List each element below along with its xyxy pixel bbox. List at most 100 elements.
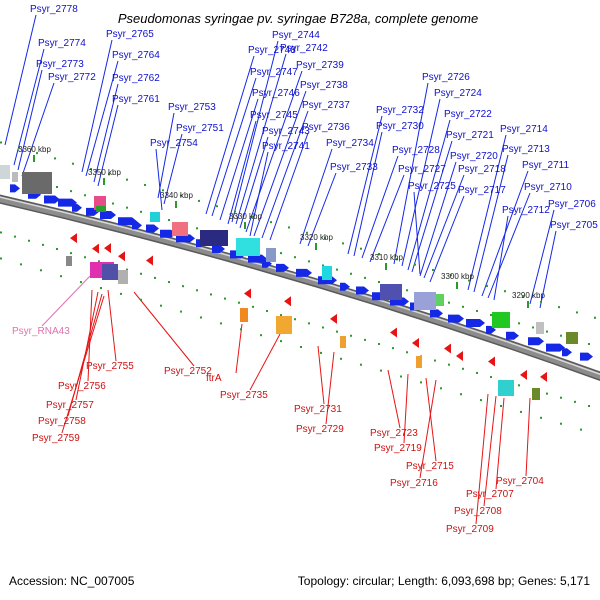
leader-line-reverse	[483, 395, 497, 507]
tick-dot-outer	[558, 306, 560, 309]
tick-dot-lower	[210, 293, 212, 296]
tick-dot-upper	[196, 227, 198, 230]
tick-dot-lower	[168, 281, 170, 284]
gene-label-reverse: Psyr_2729	[296, 424, 344, 435]
tick-dot-upper	[490, 314, 492, 317]
leader-line-forward	[393, 82, 429, 265]
tick-dot-lower	[196, 289, 198, 292]
leader-line-forward	[369, 174, 405, 263]
tick-dot-outer	[270, 221, 272, 224]
tick-dot-upper	[308, 260, 310, 263]
leader-line-forward	[407, 119, 451, 271]
tick-dot-lower-outer	[60, 275, 62, 278]
tick-dot-lower-outer	[380, 369, 382, 372]
leader-line-forward	[539, 230, 557, 309]
tick-dot-upper	[364, 276, 366, 279]
tick-dot-lower-outer	[360, 363, 362, 366]
tick-dot-upper	[546, 330, 548, 333]
forward-gene-arrow	[448, 314, 464, 323]
tick-dot-outer	[216, 205, 218, 208]
forward-gene-arrow	[356, 286, 369, 295]
forward-gene-arrow	[506, 331, 519, 340]
feature-box	[380, 284, 402, 300]
reverse-gene-arrow	[330, 313, 337, 324]
gene-label-forward: Psyr_2711	[522, 160, 570, 171]
tick-dot-lower-outer	[140, 298, 142, 301]
gene-label-reverse: Psyr_2707	[466, 489, 514, 500]
gene-label-reverse: Psyr_2758	[38, 416, 86, 427]
tick-dot-lower-outer	[320, 351, 322, 354]
tick-dot-outer	[144, 183, 146, 186]
gene-label-forward: Psyr_2741	[262, 141, 310, 152]
tick-dot-outer	[18, 146, 20, 149]
gene-label-forward: Psyr_2717	[458, 185, 506, 196]
leader-line-reverse	[41, 275, 91, 327]
tick-dot-upper	[406, 289, 408, 292]
gene-label-forward: Psyr_2761	[112, 94, 160, 105]
gene-label-forward: Psyr_2772	[48, 72, 96, 83]
tick-dot-outer	[36, 152, 38, 155]
tick-dot-lower	[462, 367, 464, 370]
tick-dot-lower	[140, 272, 142, 275]
leader-line-forward	[235, 53, 287, 225]
tick-dot-lower-outer	[120, 292, 122, 295]
tick-dot-upper	[350, 272, 352, 275]
tick-dot-lower-outer	[440, 387, 442, 390]
forward-gene-arrow	[528, 337, 544, 346]
feature-box	[340, 336, 346, 348]
leader-line-forward	[163, 133, 183, 205]
tick-dot-upper	[448, 301, 450, 304]
label-leader-lines	[4, 14, 557, 525]
tick-dot-lower-outer	[560, 422, 562, 425]
feature-box	[118, 270, 128, 284]
feature-box	[12, 172, 18, 182]
leader-line-reverse	[387, 369, 401, 429]
tick-dot-lower	[392, 347, 394, 350]
tick-dot-lower	[574, 400, 576, 403]
forward-gene-arrow	[44, 195, 60, 204]
tick-dot-lower	[238, 301, 240, 304]
gene-label-forward: Psyr_2778	[30, 4, 78, 15]
forward-gene-arrow	[466, 318, 485, 327]
tick-dot-lower	[252, 305, 254, 308]
topology-text: Topology: circular; Length: 6,093,698 bp…	[297, 574, 590, 588]
tick-dot-upper	[322, 264, 324, 267]
tick-dot-outer	[576, 311, 578, 314]
leader-line-forward	[307, 172, 337, 247]
leader-line-forward	[81, 39, 113, 173]
tick-label: 3290 kbp	[512, 291, 545, 300]
tick-dot-lower-outer	[100, 286, 102, 289]
gene-label-forward: Psyr_2742	[280, 43, 328, 54]
feature-box	[536, 322, 544, 334]
leader-line-forward	[85, 60, 119, 177]
tick-dot-outer	[180, 194, 182, 197]
tick-dot-lower	[490, 376, 492, 379]
tick-dot-lower	[476, 371, 478, 374]
leader-line-forward	[253, 90, 307, 237]
gene-label-forward: Psyr_2710	[524, 182, 572, 193]
leader-line-forward	[205, 55, 255, 215]
leader-line-forward	[353, 131, 383, 257]
tick-dot-lower	[0, 231, 2, 234]
forward-gene-arrow	[276, 263, 289, 272]
forward-gene-arrow	[146, 224, 159, 233]
reverse-gene-arrow	[456, 351, 463, 362]
tick-dot-lower-outer	[420, 381, 422, 384]
reverse-gene-arrow	[104, 243, 111, 254]
gene-labels: Psyr_2778 Psyr_2774 Psyr_2773 Psyr_2772 Psyr…	[12, 4, 598, 535]
leader-line-forward	[423, 174, 465, 279]
tick-dot-lower	[336, 330, 338, 333]
tick-dot-lower-outer	[460, 393, 462, 396]
leader-line-forward	[529, 209, 555, 305]
gene-label-forward: Psyr_2734	[326, 138, 374, 149]
forward-gene-arrow	[10, 184, 20, 193]
tick-dot-upper	[126, 206, 128, 209]
gene-label-forward: Psyr_2738	[300, 80, 348, 91]
tick-dot-lower-outer	[20, 263, 22, 266]
feature-box	[266, 248, 276, 262]
gene-label-reverse: Psyr_2735	[220, 390, 268, 401]
tick-dot-lower-outer	[500, 405, 502, 408]
feature-box	[532, 388, 540, 400]
gene-label-forward: Psyr_2773	[36, 59, 84, 70]
gene-label-forward: Psyr_2762	[112, 73, 160, 84]
